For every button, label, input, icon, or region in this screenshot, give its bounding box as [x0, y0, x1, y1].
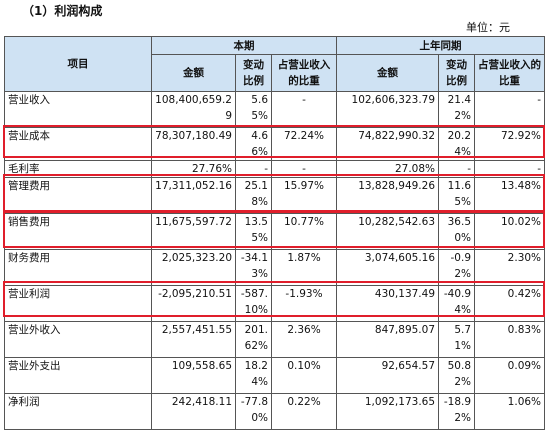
prev-share-cell: 0.83% — [474, 321, 546, 358]
cur-share-cell: 15.97% — [270, 177, 338, 214]
row-item: 管理费用 — [4, 177, 152, 214]
row-item: 营业外支出 — [4, 357, 152, 394]
header-cur-share: 占营业收入的比重 — [270, 54, 338, 92]
row-item: 营业成本 — [4, 127, 152, 161]
table-row: 销售费用 11,675,597.72 13.55% 10.77% 10,282,542.… — [4, 213, 546, 250]
prev-share-cell: 72.92% — [474, 127, 546, 161]
prev-change-cell: - — [438, 160, 476, 178]
table-row: 财务费用 2,025,323.20 -34.13% 1.87% 3,074,605.16… — [4, 249, 546, 286]
prev-change-cell: 11.65% — [438, 177, 476, 214]
prev-amount-cell: 13,828,949.26 — [336, 177, 440, 214]
row-item: 销售费用 — [4, 213, 152, 250]
prev-amount-cell: 74,822,990.32 — [336, 127, 440, 161]
prev-amount-cell: 847,895.07 — [336, 321, 440, 358]
table-row: 管理费用 17,311,052.16 25.18% 15.97% 13,828,949.… — [4, 177, 546, 214]
prev-change-cell: 36.50% — [438, 213, 476, 250]
cur-change-cell: -77.80% — [235, 393, 272, 430]
cur-change-cell: - — [235, 160, 272, 178]
cur-share-cell: 72.24% — [270, 127, 338, 161]
prev-share-cell: 0.42% — [474, 285, 546, 322]
prev-change-cell: 20.24% — [438, 127, 476, 161]
cur-share-cell: 1.87% — [270, 249, 338, 286]
prev-share-cell: 2.30% — [474, 249, 546, 286]
header-item: 项目 — [4, 36, 152, 92]
table-row: 营业利润 -2,095,210.51 -587.10% -1.93% 430,137.4… — [4, 285, 546, 322]
profit-composition-table: 项目 本期 上年同期 金额 变动比例 占营业收入的比重 金额 变动比例 占营业收… — [4, 36, 546, 430]
prev-amount-cell: 1,092,173.65 — [336, 393, 440, 430]
prev-amount-cell: 102,606,323.79 — [336, 91, 440, 128]
cur-change-cell: 25.18% — [235, 177, 272, 214]
header-prev-amount: 金额 — [336, 54, 440, 92]
prev-share-cell: 0.09% — [474, 357, 546, 394]
header-prev-share: 占营业收入的比重 — [474, 54, 546, 92]
cur-amount-cell: 2,025,323.20 — [151, 249, 236, 286]
cur-share-cell: 10.77% — [270, 213, 338, 250]
prev-share-cell: 10.02% — [474, 213, 546, 250]
cur-amount-cell: 242,418.11 — [151, 393, 236, 430]
table-row: 营业收入 108,400,659.29 5.65% -102,606,323.79 21… — [4, 91, 546, 128]
prev-change-cell: -40.94% — [438, 285, 476, 322]
cur-amount-cell: 27.76% — [151, 160, 236, 178]
prev-share-cell: - — [474, 91, 546, 128]
header-cur-amount: 金额 — [151, 54, 236, 92]
cur-change-cell: 4.66% — [235, 127, 272, 161]
header-cur-change: 变动比例 — [235, 54, 272, 92]
table-row: 毛利率 27.76% - -27.08% - - — [4, 160, 546, 178]
row-item: 财务费用 — [4, 249, 152, 286]
section-title: （1）利润构成 — [22, 4, 103, 18]
prev-change-cell: -18.92% — [438, 393, 476, 430]
prev-amount-cell: 10,282,542.63 — [336, 213, 440, 250]
cur-change-cell: 201.62% — [235, 321, 272, 358]
row-item: 营业外收入 — [4, 321, 152, 358]
table-row: 营业成本 78,307,180.49 4.66% 72.24% 74,822,990.3… — [4, 127, 546, 161]
cur-amount-cell: 108,400,659.29 — [151, 91, 236, 128]
cur-share-cell: 0.22% — [270, 393, 338, 430]
cur-amount-cell: 17,311,052.16 — [151, 177, 236, 214]
header-current-period: 本期 — [150, 36, 338, 55]
cur-change-cell: -587.10% — [235, 285, 272, 322]
prev-share-cell: 1.06% — [474, 393, 546, 430]
row-item: 营业收入 — [4, 91, 152, 128]
cur-share-cell: 0.10% — [270, 357, 338, 394]
prev-change-cell: -0.92% — [438, 249, 476, 286]
prev-amount-cell: 430,137.49 — [336, 285, 440, 322]
unit-label: 单位：元 — [466, 21, 510, 34]
prev-share-cell: - — [474, 160, 546, 178]
prev-change-cell: 21.42% — [438, 91, 476, 128]
cur-share-cell: - — [270, 160, 338, 178]
prev-amount-cell: 3,074,605.16 — [336, 249, 440, 286]
cur-amount-cell: 78,307,180.49 — [151, 127, 236, 161]
row-item: 净利润 — [4, 393, 152, 430]
cur-amount-cell: -2,095,210.51 — [151, 285, 236, 322]
cur-amount-cell: 2,557,451.55 — [151, 321, 236, 358]
header-prior-period: 上年同期 — [336, 36, 546, 55]
cur-change-cell: 18.24% — [235, 357, 272, 394]
table-row: 营业外收入 2,557,451.55 201.62% 2.36% 847,895.07 5… — [4, 321, 546, 358]
cur-amount-cell: 109,558.65 — [151, 357, 236, 394]
cur-share-cell: - — [270, 91, 338, 128]
prev-share-cell: 13.48% — [474, 177, 546, 214]
prev-amount-cell: 27.08% — [336, 160, 440, 178]
cur-amount-cell: 11,675,597.72 — [151, 213, 236, 250]
cur-change-cell: -34.13% — [235, 249, 272, 286]
table-row: 净利润 242,418.11 -77.80% 0.22% 1,092,173.65 -18… — [4, 393, 546, 430]
cur-share-cell: -1.93% — [270, 285, 338, 322]
table-row: 营业外支出 109,558.65 18.24% 0.10% 92,654.57 50.82… — [4, 357, 546, 394]
cur-share-cell: 2.36% — [270, 321, 338, 358]
prev-change-cell: 50.82% — [438, 357, 476, 394]
cur-change-cell: 5.65% — [235, 91, 272, 128]
prev-change-cell: 5.71% — [438, 321, 476, 358]
row-item: 毛利率 — [4, 160, 152, 178]
prev-amount-cell: 92,654.57 — [336, 357, 440, 394]
cur-change-cell: 13.55% — [235, 213, 272, 250]
row-item: 营业利润 — [4, 285, 152, 322]
header-prev-change: 变动比例 — [438, 54, 476, 92]
